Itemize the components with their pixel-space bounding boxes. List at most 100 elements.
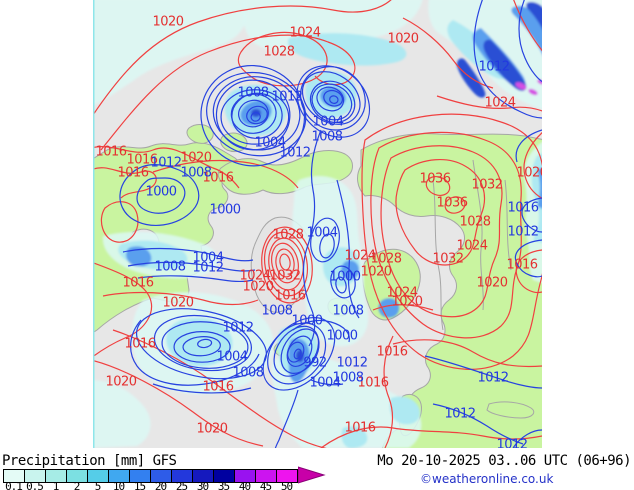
colorbar-cell	[172, 470, 193, 482]
isobar-label-1036: 1036	[419, 171, 451, 187]
colorbar-tick: 50	[280, 480, 293, 490]
isobar-label-layer: 1020 1024 1028 1020 1016 1016 1016 1020 1016 1028…	[93, 0, 542, 449]
isobar-label-1016: 1016	[202, 170, 234, 186]
cyclone-ring	[200, 64, 306, 167]
cyclone-ring	[262, 316, 336, 391]
isobar-label-1004: 1004	[192, 250, 224, 266]
isobar-label-1024: 1024	[456, 238, 488, 254]
isobar-label-1020: 1020	[152, 14, 184, 30]
valid-time-label: Mo 20-10-2025 03..06 UTC (06+96)	[377, 453, 631, 469]
colorbar-tick: 20	[154, 480, 167, 490]
isobar-label-1024: 1024	[484, 95, 516, 111]
cyclone-ring	[296, 65, 371, 138]
isobar-label-1032: 1032	[432, 251, 464, 267]
colorbar-tick: 10	[112, 480, 125, 490]
isobar-label-1036: 1036	[436, 195, 468, 211]
isobar-label-1000: 1000	[329, 269, 361, 285]
isobar-label-1032: 1032	[269, 268, 301, 284]
isobar-label-1008: 1008	[311, 129, 343, 145]
colorbar-cell	[256, 470, 277, 482]
isobar-label-1012: 1012	[496, 437, 528, 449]
colorbar-cell	[193, 470, 214, 482]
colorbar-cell	[46, 470, 67, 482]
isobar-label-1004: 1004	[309, 375, 341, 391]
isobar-label-1016: 1016	[344, 420, 376, 436]
terrain-marks	[432, 159, 535, 419]
isobar-label-1024: 1024	[239, 268, 271, 284]
isobar-label-1008: 1008	[261, 303, 293, 319]
isobar-label-1004: 1004	[306, 225, 338, 241]
isobar-label-1016: 1016	[124, 336, 156, 352]
colorbar-tick: 30	[196, 480, 209, 490]
isobar-label-1028: 1028	[272, 227, 304, 243]
precip-colorbar	[3, 469, 298, 483]
colorbar-tick: 40	[238, 480, 251, 490]
isobar-label-1020: 1020	[360, 264, 392, 280]
cyclone-ring	[280, 328, 320, 374]
isobar-label-1012: 1012	[271, 89, 303, 105]
cyclone-ring	[238, 99, 269, 128]
cyclone-ring	[329, 95, 339, 104]
isobar-label-1012: 1012	[477, 370, 509, 386]
isobar-label-1020: 1020	[387, 31, 419, 47]
colorbar-cell	[130, 470, 151, 482]
colorbar-cell	[151, 470, 172, 482]
colorbar-tick: 5	[94, 480, 102, 490]
red-isobars	[93, 0, 542, 448]
cyclone-ring	[206, 71, 307, 157]
colorbar-tick: 0.5	[26, 480, 44, 490]
isobar-label-1008: 1008	[154, 259, 186, 275]
isobar-label-1004: 1004	[312, 114, 344, 130]
isobar-label-1028: 1028	[370, 251, 402, 267]
isobar-label-1012: 1012	[478, 59, 510, 75]
colorbar-cell	[67, 470, 88, 482]
colorbar-tick: 1	[52, 480, 60, 490]
isobar-label-1016: 1016	[376, 344, 408, 360]
isobar-label-1020: 1020	[162, 295, 194, 311]
colorbar-tick: 35	[217, 480, 230, 490]
colorbar-cell	[109, 470, 130, 482]
isobar-label-1000: 1000	[209, 202, 241, 218]
colorbar-cell	[4, 470, 25, 482]
isobar-label-1008: 1008	[237, 85, 269, 101]
cyclone-ring	[311, 83, 353, 121]
colorbar-cell	[277, 470, 297, 482]
colorbar-cell	[25, 470, 46, 482]
isobar-label-1012: 1012	[507, 224, 539, 240]
cyclone-ring	[293, 348, 302, 360]
cyclone-ring	[173, 331, 231, 363]
isobar-label-1016: 1016	[506, 257, 538, 273]
map-edge-line	[93, 0, 95, 448]
isobar-label-1020: 1020	[516, 165, 542, 181]
isobar-label-1016: 1016	[122, 275, 154, 291]
colorbar-cell	[214, 470, 235, 482]
cyclone-ring	[246, 105, 268, 125]
isobar-label-1004: 1004	[254, 135, 286, 151]
isobar-label-1028: 1028	[263, 44, 295, 60]
isobar-label-1012: 1012	[336, 355, 368, 371]
colorbar-tick: 15	[133, 480, 146, 490]
cyclone-ring	[197, 338, 213, 349]
isobar-label-1012: 1012	[150, 155, 182, 171]
colorbar-arrow	[298, 466, 326, 484]
isobar-label-1016: 1016	[95, 144, 127, 160]
isobar-label-1012: 1012	[444, 406, 476, 422]
cyclone-ring	[135, 308, 268, 380]
isobar-label-1016: 1016	[507, 200, 539, 216]
cyclone-ring	[182, 336, 221, 357]
isobar-label-1008: 1008	[232, 365, 264, 381]
cyclone-ring	[309, 80, 356, 123]
cyclone-ring	[316, 86, 345, 112]
heavy-precip-magenta	[515, 79, 542, 96]
cyclone-ring	[231, 92, 283, 139]
isobar-label-1016: 1016	[357, 375, 389, 391]
cyclone-ring	[273, 325, 320, 377]
isobar-label-1012: 1012	[222, 320, 254, 336]
isobar-label-1020: 1020	[105, 374, 137, 390]
isobar-label-1020: 1020	[391, 294, 423, 310]
isobar-label-1020: 1020	[196, 421, 228, 437]
blue-isobars	[119, 0, 542, 448]
colorbar-tick: 0.1	[5, 480, 23, 490]
copyright-label: ©weatheronline.co.uk	[420, 472, 554, 486]
